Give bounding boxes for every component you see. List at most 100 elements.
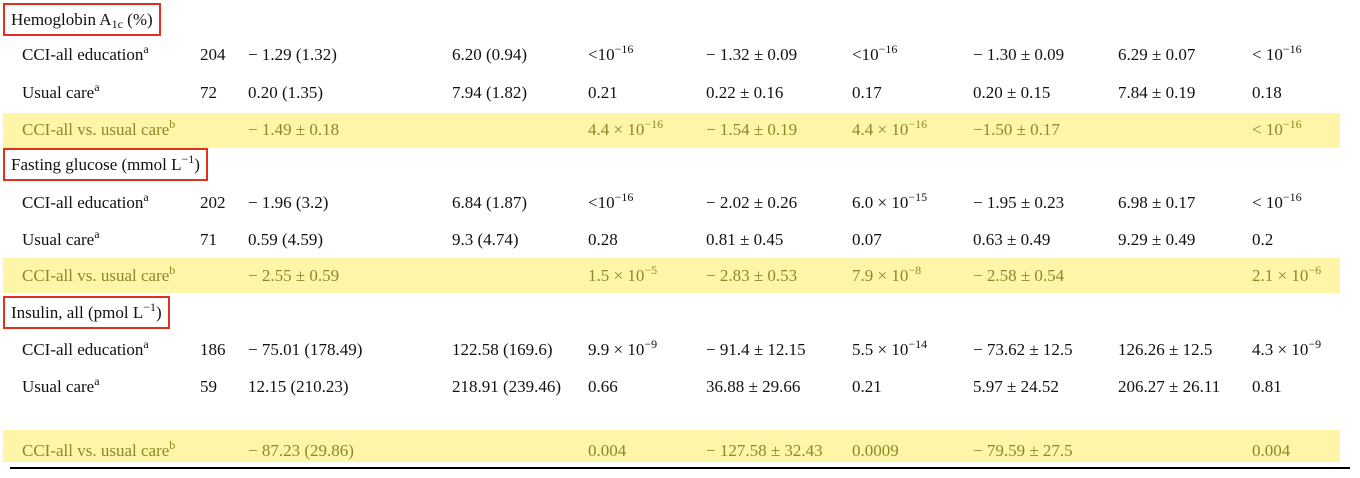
cell: < 10−16 xyxy=(1252,117,1302,143)
text: 6.29 ± 0.07 xyxy=(1118,45,1196,64)
text: 12.15 (210.23) xyxy=(248,377,349,396)
cell: 0.004 xyxy=(1252,438,1290,464)
cell: 4.4 × 10−16 xyxy=(588,117,663,143)
text: 0.66 xyxy=(588,377,618,396)
superscript: −16 xyxy=(1282,42,1302,56)
cell: 0.0009 xyxy=(852,438,899,464)
text: − 1.95 ± 0.23 xyxy=(973,193,1065,212)
text: 204 xyxy=(200,45,226,64)
text: − 2.58 ± 0.54 xyxy=(973,266,1065,285)
text: CCI-all education xyxy=(22,340,144,359)
row-label: Usual carea xyxy=(22,80,100,106)
cell: − 1.30 ± 0.09 xyxy=(973,42,1064,68)
text: 0.0009 xyxy=(852,441,899,460)
text: 0.18 xyxy=(1252,83,1282,102)
text: 59 xyxy=(200,377,217,396)
text: − 79.59 ± 27.5 xyxy=(973,441,1073,460)
text: 0.004 xyxy=(1252,441,1291,460)
cell: 0.07 xyxy=(852,227,882,253)
superscript: a xyxy=(143,42,149,56)
text: − 2.55 ± 0.59 xyxy=(248,266,340,285)
superscript: −14 xyxy=(908,337,928,351)
text: − 1.29 (1.32) xyxy=(248,45,337,64)
text: Fasting glucose (mmol L xyxy=(11,155,182,174)
superscript: −5 xyxy=(644,263,658,277)
cell: 9.9 × 10−9 xyxy=(588,337,657,363)
text: 0.28 xyxy=(588,230,618,249)
cell: 204 xyxy=(200,42,226,68)
cell: 0.004 xyxy=(588,438,626,464)
text: CCI-all vs. usual care xyxy=(22,266,170,285)
cell: − 75.01 (178.49) xyxy=(248,337,362,363)
row-label: CCI-all vs. usual careb xyxy=(22,438,175,464)
superscript: −15 xyxy=(908,190,928,204)
bottom-rule xyxy=(10,467,1350,469)
text: 0.21 xyxy=(852,377,882,396)
cell: 0.17 xyxy=(852,80,882,106)
cell: 186 xyxy=(200,337,226,363)
text: 72 xyxy=(200,83,217,102)
text: 206.27 ± 26.11 xyxy=(1118,377,1221,396)
row-label: CCI-all vs. usual careb xyxy=(22,263,175,289)
cell: 0.20 ± 0.15 xyxy=(973,80,1050,106)
superscript: a xyxy=(143,190,149,204)
cell: − 1.95 ± 0.23 xyxy=(973,190,1064,216)
row-label: Usual carea xyxy=(22,374,100,400)
text: − 1.30 ± 0.09 xyxy=(973,45,1065,64)
text: 4.4 × 10 xyxy=(588,120,645,139)
cell: − 2.83 ± 0.53 xyxy=(706,263,797,289)
cell: 6.29 ± 0.07 xyxy=(1118,42,1195,68)
text: − 87.23 (29.86) xyxy=(248,441,354,460)
cell: <10−16 xyxy=(588,42,633,68)
cell: 0.2 xyxy=(1252,227,1273,253)
superscript: −1 xyxy=(181,152,195,166)
cell: 4.4 × 10−16 xyxy=(852,117,927,143)
text: − 91.4 ± 12.15 xyxy=(706,340,806,359)
text: − 2.83 ± 0.53 xyxy=(706,266,798,285)
superscript: b xyxy=(169,438,176,452)
text: Usual care xyxy=(22,83,95,102)
superscript: −1 xyxy=(143,300,156,314)
text: 9.9 × 10 xyxy=(588,340,645,359)
text: 0.17 xyxy=(852,83,882,102)
highlight-band xyxy=(3,113,1340,148)
cell: 71 xyxy=(200,227,217,253)
text: − 1.96 (3.2) xyxy=(248,193,329,212)
superscript: −16 xyxy=(1282,117,1302,131)
cell: 36.88 ± 29.66 xyxy=(706,374,800,400)
cell: 0.21 xyxy=(588,80,618,106)
cell: 218.91 (239.46) xyxy=(452,374,565,400)
text: 126.26 ± 12.5 xyxy=(1118,340,1213,359)
subscript: 1c xyxy=(111,17,123,31)
cell: 5.97 ± 24.52 xyxy=(973,374,1059,400)
text: 1.5 × 10 xyxy=(588,266,645,285)
cell: 5.5 × 10−14 xyxy=(852,337,927,363)
text: 202 xyxy=(200,193,226,212)
row-label: CCI-all vs. usual careb xyxy=(22,117,175,143)
cell: − 87.23 (29.86) xyxy=(248,438,354,464)
superscript: a xyxy=(94,374,100,388)
text: (%) xyxy=(122,10,153,29)
text: 0.20 ± 0.15 xyxy=(973,83,1051,102)
cell: − 1.96 (3.2) xyxy=(248,190,328,216)
cell: 0.63 ± 0.49 xyxy=(973,227,1050,253)
text: CCI-all vs. usual care xyxy=(22,441,170,460)
text: − 73.62 ± 12.5 xyxy=(973,340,1073,359)
cell: 2.1 × 10−6 xyxy=(1252,263,1321,289)
text: 0.22 ± 0.16 xyxy=(706,83,784,102)
text: Hemoglobin A xyxy=(11,10,112,29)
text: 7.94 (1.82) xyxy=(452,83,528,102)
text: 0.81 ± 0.45 xyxy=(706,230,784,249)
row-label: CCI-all educationa xyxy=(22,42,149,68)
cell: 6.0 × 10−15 xyxy=(852,190,927,216)
cell: 0.66 xyxy=(588,374,618,400)
superscript: −6 xyxy=(1308,263,1322,277)
text: − 127.58 ± 32.43 xyxy=(706,441,823,460)
cell: <10−16 xyxy=(852,42,897,68)
cell: − 127.58 ± 32.43 xyxy=(706,438,823,464)
text: 0.59 (4.59) xyxy=(248,230,324,249)
row-label: CCI-all educationa xyxy=(22,190,149,216)
text: 6.84 (1.87) xyxy=(452,193,528,212)
text: 6.98 ± 0.17 xyxy=(1118,193,1196,212)
text: 0.004 xyxy=(588,441,627,460)
